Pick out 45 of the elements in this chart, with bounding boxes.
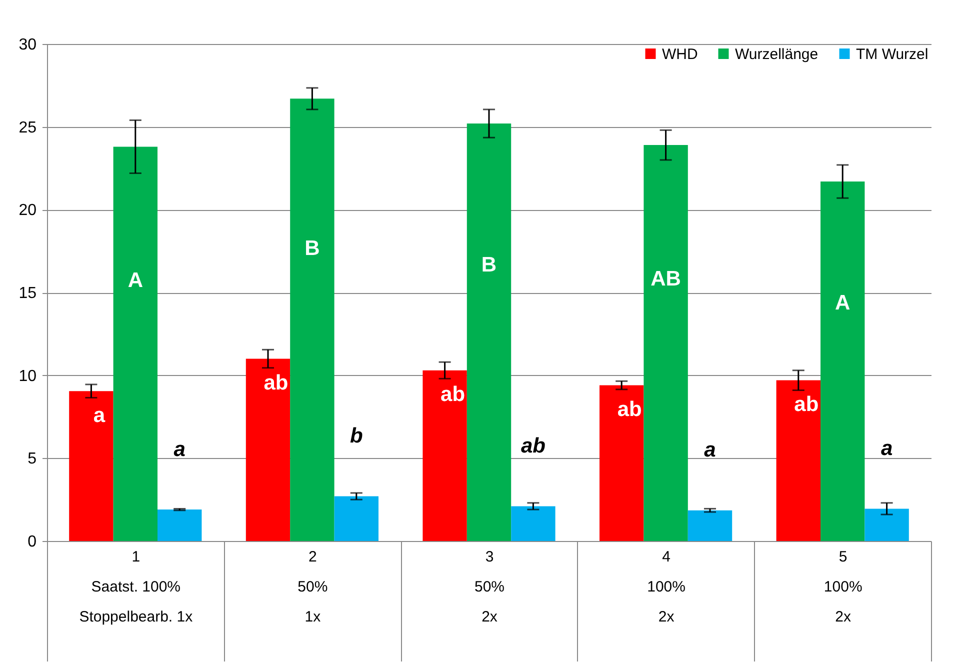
bar xyxy=(334,496,378,541)
data-label: A xyxy=(128,268,143,292)
bar xyxy=(776,380,820,541)
x-tick-label: 2 50% 1x xyxy=(298,548,328,626)
data-label: a xyxy=(704,438,716,462)
y-tick-label: 10 xyxy=(18,368,37,385)
data-label: ab xyxy=(617,398,642,422)
bar xyxy=(290,98,334,541)
x-tick-label: 5 100% 2x xyxy=(824,548,862,626)
y-tick-label: 5 xyxy=(28,450,37,468)
x-tick-label: 4 100% 2x xyxy=(647,548,686,626)
y-tick-label: 0 xyxy=(28,534,37,550)
bar xyxy=(511,506,556,541)
bar xyxy=(600,385,644,541)
legend-label: WHD xyxy=(662,46,698,63)
data-label: ab xyxy=(440,383,466,406)
bar xyxy=(422,370,467,541)
bar xyxy=(644,145,688,541)
data-label: B xyxy=(481,253,497,276)
data-label: A xyxy=(835,292,850,315)
legend-label: TM Wurzel xyxy=(856,46,928,63)
bar xyxy=(466,124,512,541)
bar xyxy=(113,146,158,541)
y-tick-label: 25 xyxy=(18,119,37,136)
data-label: a xyxy=(880,437,893,460)
data-label: a xyxy=(174,438,186,461)
y-tick-label: 30 xyxy=(18,36,37,54)
x-tick-label: 1 Saatst. 100% Stoppelbearb. 1x xyxy=(79,548,194,626)
bar xyxy=(158,510,202,541)
bar xyxy=(688,510,732,541)
data-label: AB xyxy=(650,268,681,291)
bar xyxy=(69,391,114,541)
legend-label: Wurzellänge xyxy=(735,46,818,63)
data-label: a xyxy=(93,404,106,427)
data-label: b xyxy=(350,424,363,448)
bar xyxy=(820,182,865,541)
data-label: B xyxy=(304,237,320,260)
bar xyxy=(864,508,909,541)
x-tick-label: 3 50% 2x xyxy=(474,548,505,626)
bar xyxy=(246,358,290,541)
y-tick-label: 15 xyxy=(18,285,37,302)
data-label: ab xyxy=(520,434,546,458)
y-tick-label: 20 xyxy=(18,202,37,220)
data-label: ab xyxy=(264,372,288,395)
data-label: ab xyxy=(794,393,819,416)
